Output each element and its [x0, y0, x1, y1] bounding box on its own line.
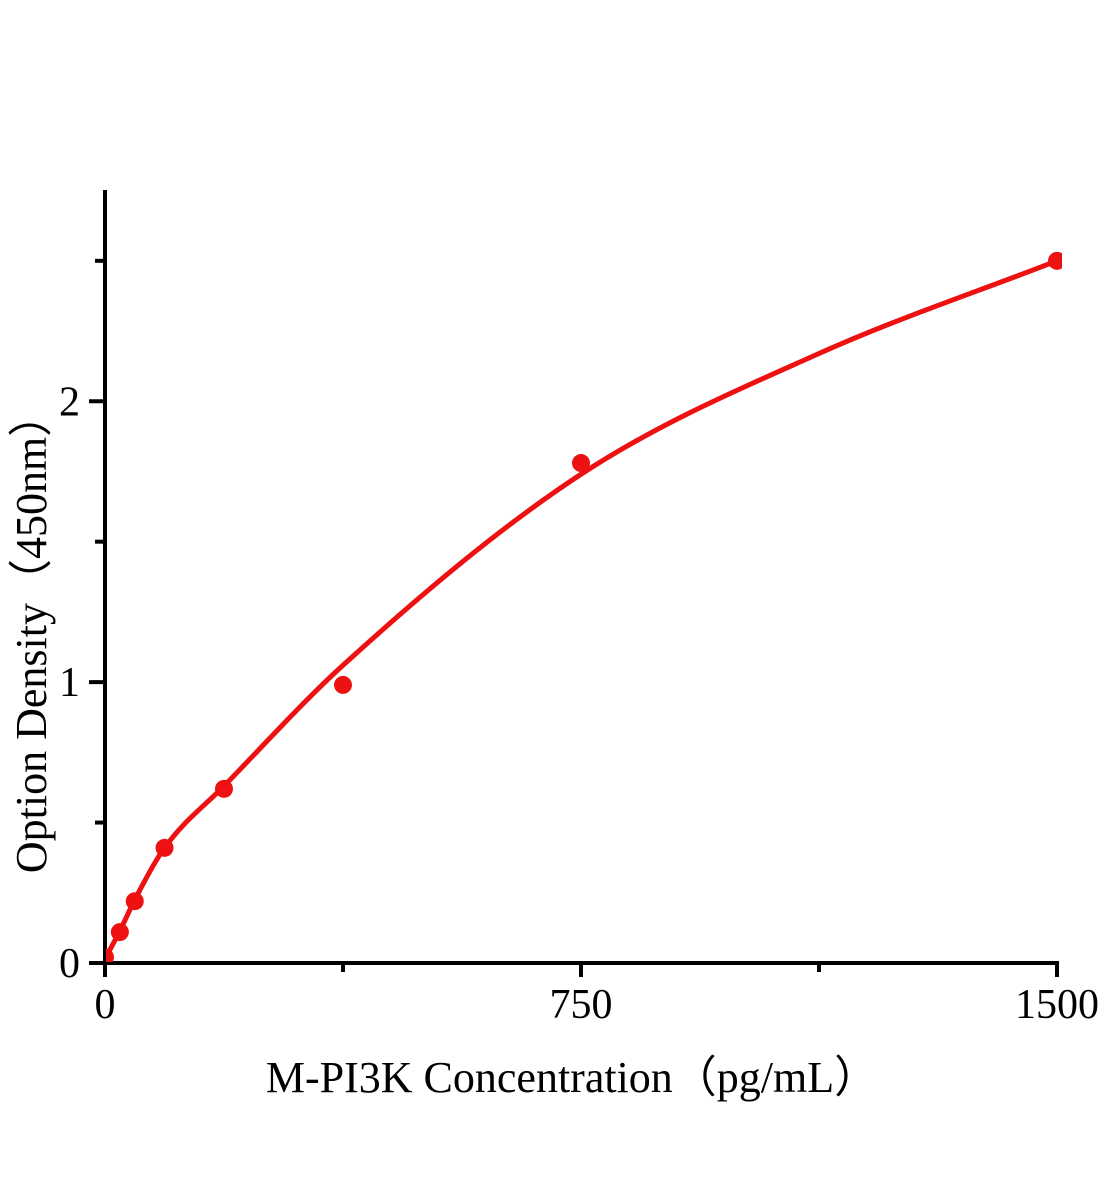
y-tick-label: 2 [59, 379, 80, 425]
x-tick-label: 0 [95, 982, 116, 1028]
data-point [334, 675, 352, 694]
data-point [155, 838, 174, 857]
data-point [215, 779, 233, 798]
data-point [572, 454, 590, 473]
y-tick-label: 1 [59, 660, 80, 706]
data-layer [106, 251, 1062, 962]
y-axis-title: Option Density（450nm） [7, 393, 56, 873]
data-point [110, 923, 129, 942]
data-point [1048, 251, 1062, 270]
y-tick-label: 0 [59, 941, 80, 987]
data-point [125, 892, 144, 911]
x-tick-label: 750 [550, 982, 613, 1028]
data-point [106, 948, 114, 962]
x-tick-label: 1500 [1015, 982, 1099, 1028]
fit-curve [106, 258, 1058, 960]
x-axis-title: M-PI3K Concentration（pg/mL） [266, 1053, 878, 1102]
axes-layer: 0 750 1500 0 1 2 [59, 190, 1099, 1028]
